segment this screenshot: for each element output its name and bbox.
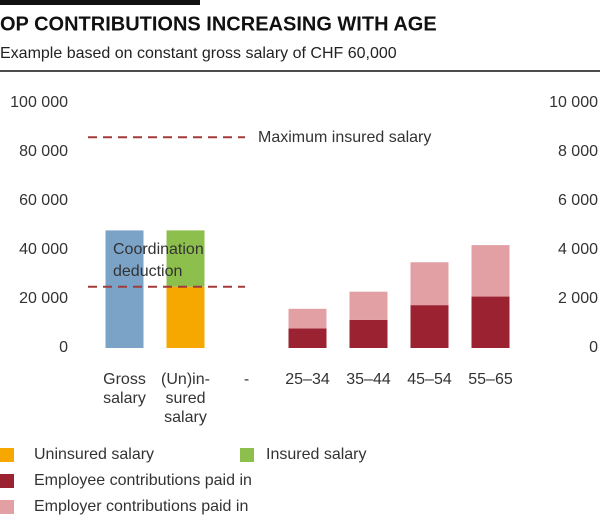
reference-label: Maximum insured salary	[258, 129, 432, 147]
x-tick-label: 25–34	[285, 371, 330, 388]
legend-swatch	[0, 474, 14, 488]
chart-subtitle: Example based on constant gross salary o…	[0, 45, 397, 62]
legend-label: Uninsured salary	[34, 446, 154, 463]
y-tick-label: 0	[59, 339, 68, 356]
bar	[349, 291, 388, 320]
legend-swatch	[0, 500, 14, 514]
y-tick-label: 40 000	[19, 241, 68, 258]
legend-label: Employee contributions paid in	[34, 472, 252, 489]
bar	[471, 245, 510, 297]
y2-tick-label: 4 000	[558, 241, 598, 258]
bar	[349, 319, 388, 348]
x-tick-label: -	[243, 371, 250, 388]
y2-tick-label: 10 000	[549, 94, 598, 111]
bar	[166, 286, 205, 348]
reference-label: Coordination deduction	[113, 240, 204, 280]
y2-tick-label: 2 000	[558, 290, 598, 307]
x-tick-label: (Un)in-sured salary	[161, 371, 210, 426]
bar	[288, 308, 327, 329]
bar	[166, 230, 205, 287]
legend-label: Insured salary	[266, 446, 367, 463]
y-tick-label: 60 000	[19, 192, 68, 209]
y-tick-label: 100 000	[10, 94, 68, 111]
legend-swatch	[0, 448, 14, 462]
y2-tick-label: 8 000	[558, 143, 598, 160]
x-tick-label: 35–44	[346, 371, 391, 388]
bar	[471, 296, 510, 348]
bar	[288, 328, 327, 348]
legend-swatch	[240, 448, 254, 462]
bar	[105, 230, 144, 348]
y2-tick-label: 6 000	[558, 192, 598, 209]
x-tick-label: 55–65	[468, 371, 513, 388]
legend-label: Employer contributions paid in	[34, 498, 248, 515]
y2-tick-label: 0	[589, 339, 598, 356]
chart-title: OP CONTRIBUTIONS INCREASING WITH AGE	[0, 13, 437, 35]
bar	[410, 305, 449, 348]
bar	[410, 262, 449, 306]
y-tick-label: 20 000	[19, 290, 68, 307]
x-tick-label: Gross salary	[103, 371, 146, 407]
top-bar	[0, 0, 200, 5]
x-tick-label: 45–54	[407, 371, 452, 388]
y-tick-label: 80 000	[19, 143, 68, 160]
